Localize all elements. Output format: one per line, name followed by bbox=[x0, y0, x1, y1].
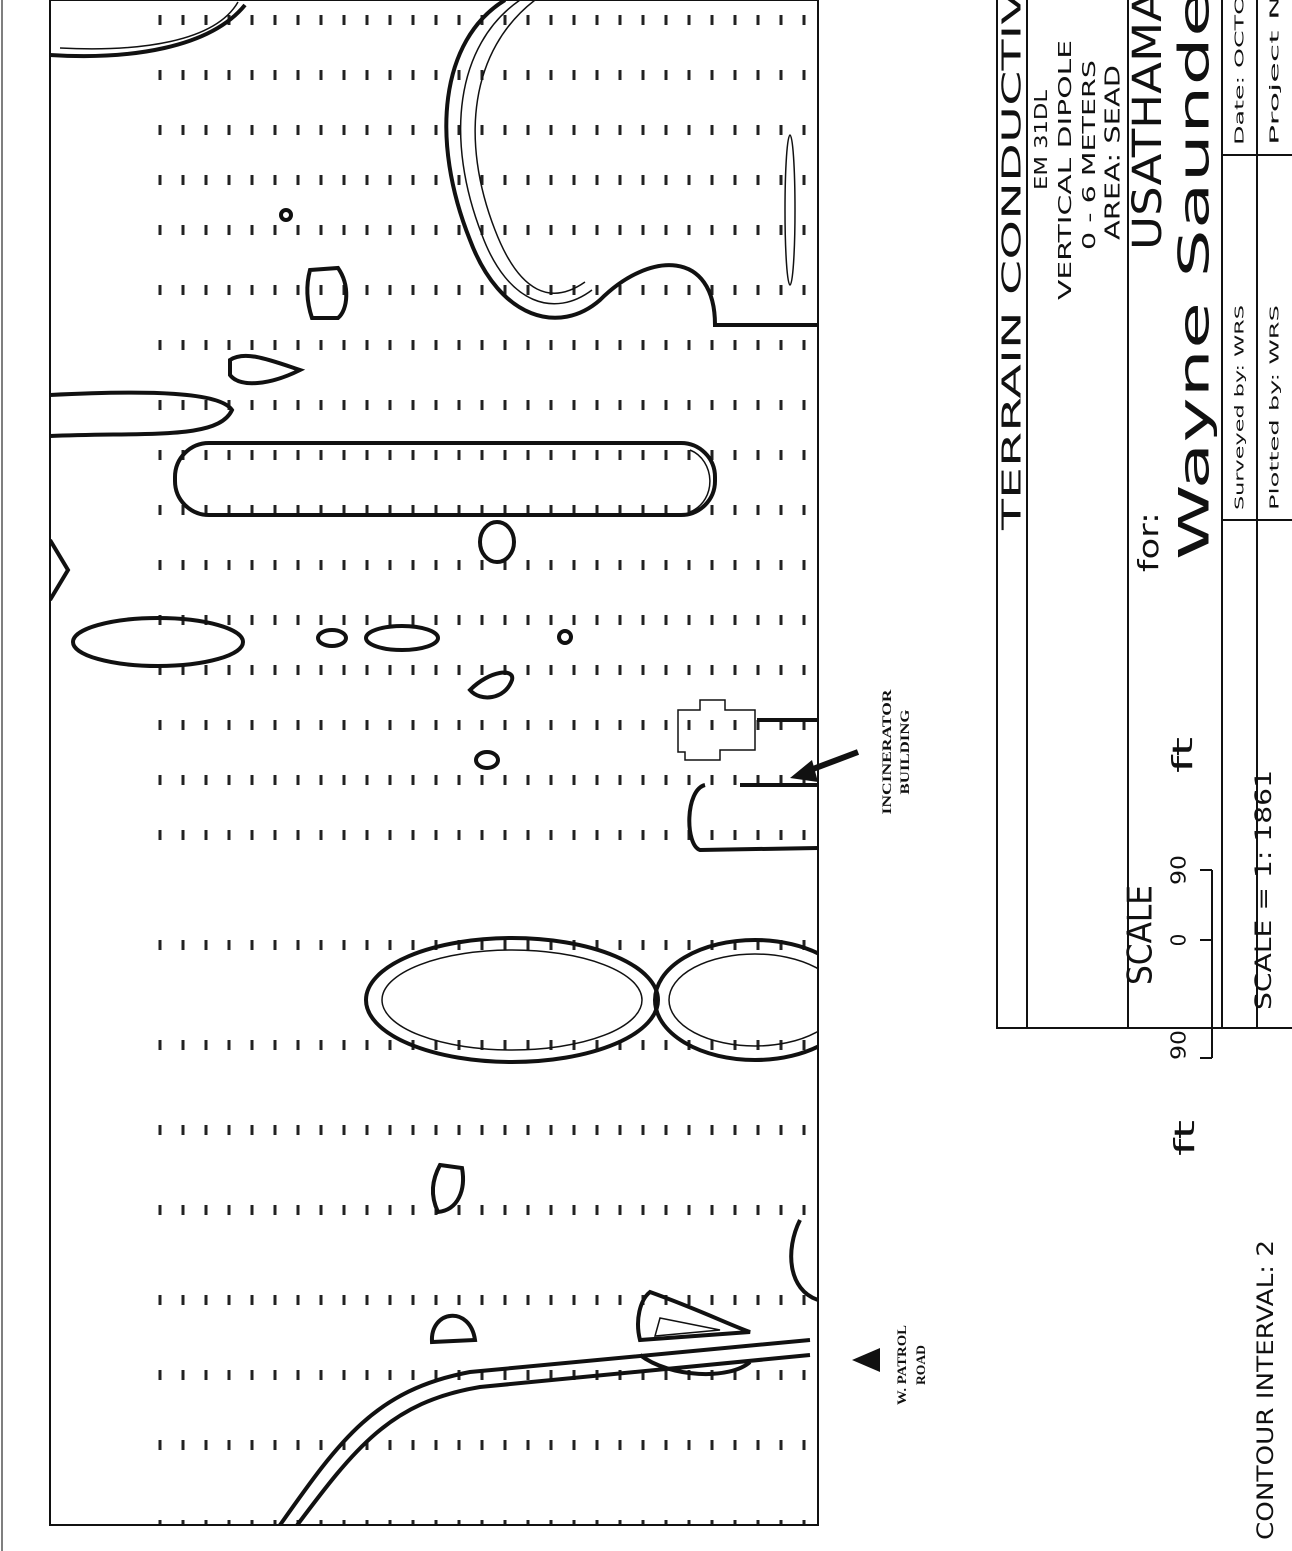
instrument: EM 31DL bbox=[1031, 90, 1052, 190]
scale-ratio: SCALE = 1: 1861 bbox=[1252, 770, 1277, 1010]
annotation: W. PATROL bbox=[894, 1325, 909, 1405]
depth: 0 - 6 METERS bbox=[1079, 60, 1100, 250]
scale-label: 0 bbox=[1167, 934, 1191, 947]
plotted-by: Plotted by: WRS bbox=[1268, 305, 1282, 510]
scale-bar bbox=[1200, 870, 1212, 1058]
client: USATHAMA bbox=[1125, 0, 1171, 250]
road-arrow bbox=[852, 1348, 880, 1372]
date: Date: OCTO bbox=[1233, 0, 1247, 145]
survey-grid bbox=[160, 15, 804, 1530]
company: Wayne Saunde bbox=[1170, 0, 1219, 560]
scale-label: 90 bbox=[1167, 1030, 1191, 1060]
orientation: VERTICAL DIPOLE bbox=[1055, 40, 1076, 300]
block-title: TERRAIN CONDUCTIV bbox=[998, 0, 1028, 532]
area: AREA: SEAD bbox=[1101, 65, 1125, 240]
map-frame bbox=[50, 0, 818, 1525]
for-label: for: bbox=[1132, 512, 1165, 572]
annotation: BUILDING bbox=[897, 710, 912, 795]
surveyed-by: Surveyed by: WRS bbox=[1233, 305, 1247, 510]
contour-interval: CONTOUR INTERVAL: 2 bbox=[1254, 1240, 1279, 1540]
scale-label: 90 bbox=[1167, 855, 1191, 885]
annotation: INCINERATOR bbox=[879, 689, 894, 815]
scale-unit: ft bbox=[1166, 737, 1199, 773]
annotation: ROAD bbox=[913, 1345, 928, 1385]
map-sheet: TERRAIN CONDUCTIVEM 31DLVERTICAL DIPOLE0… bbox=[0, 0, 1292, 1551]
scale-unit: ft bbox=[1168, 1120, 1201, 1156]
incinerator-pointer bbox=[790, 752, 858, 782]
project: Project N bbox=[1268, 0, 1282, 145]
scale-title: SCALE bbox=[1121, 885, 1161, 985]
